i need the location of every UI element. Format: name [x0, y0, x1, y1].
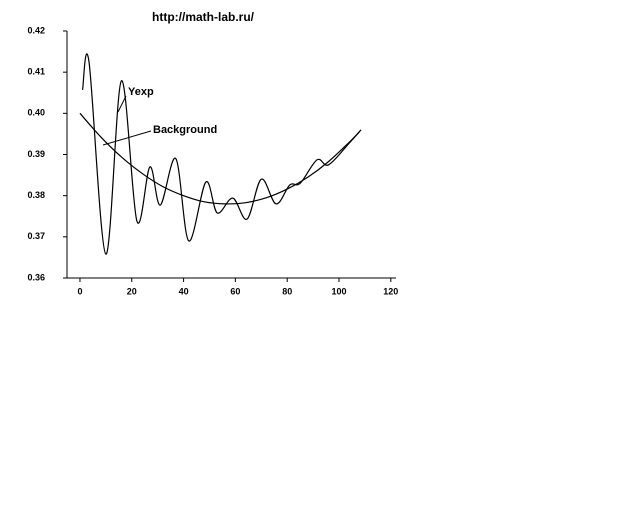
- y-tick-label: 0.37: [27, 231, 45, 241]
- y-tick-label: 0.42: [27, 25, 45, 35]
- series-annotation: Background: [153, 124, 217, 136]
- x-tick-label: 120: [383, 286, 398, 296]
- y-tick-label: 0.36: [27, 272, 45, 282]
- series-annotation: Yexp: [128, 86, 154, 98]
- series-line: [81, 53, 362, 255]
- chart-title: http://math-lab.ru/: [152, 10, 255, 24]
- x-tick-label: 40: [179, 286, 189, 296]
- y-tick-label: 0.38: [27, 190, 45, 200]
- y-tick-label: 0.39: [27, 149, 45, 159]
- leader-line: [117, 95, 127, 113]
- x-tick-label: 0: [77, 286, 82, 296]
- x-tick-label: 100: [331, 286, 346, 296]
- y-tick-label: 0.40: [27, 108, 45, 118]
- x-tick-label: 20: [127, 286, 137, 296]
- y-tick-label: 0.41: [27, 67, 45, 77]
- x-tick-label: 60: [230, 286, 240, 296]
- x-tick-label: 80: [282, 286, 292, 296]
- series-line: [79, 112, 361, 205]
- leader-line: [102, 130, 152, 146]
